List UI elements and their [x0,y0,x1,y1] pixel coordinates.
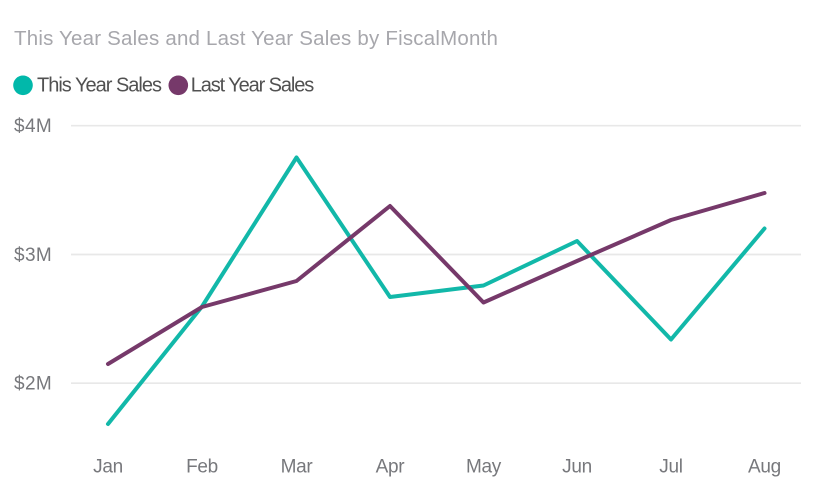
svg-text:$2M: $2M [14,374,52,395]
svg-text:Apr: Apr [376,457,406,478]
svg-text:Jun: Jun [562,457,592,478]
svg-text:Mar: Mar [281,457,314,478]
svg-text:Feb: Feb [186,457,218,478]
svg-text:This Year Sales: This Year Sales [37,74,162,96]
svg-text:Aug: Aug [748,457,781,478]
svg-text:$4M: $4M [14,116,52,137]
svg-text:Last Year Sales: Last Year Sales [191,74,315,96]
svg-text:$3M: $3M [14,245,52,266]
svg-text:Jul: Jul [659,457,682,478]
svg-text:This Year Sales and Last Year: This Year Sales and Last Year Sales by F… [14,27,498,50]
svg-text:May: May [466,457,502,478]
svg-text:Jan: Jan [93,457,123,478]
